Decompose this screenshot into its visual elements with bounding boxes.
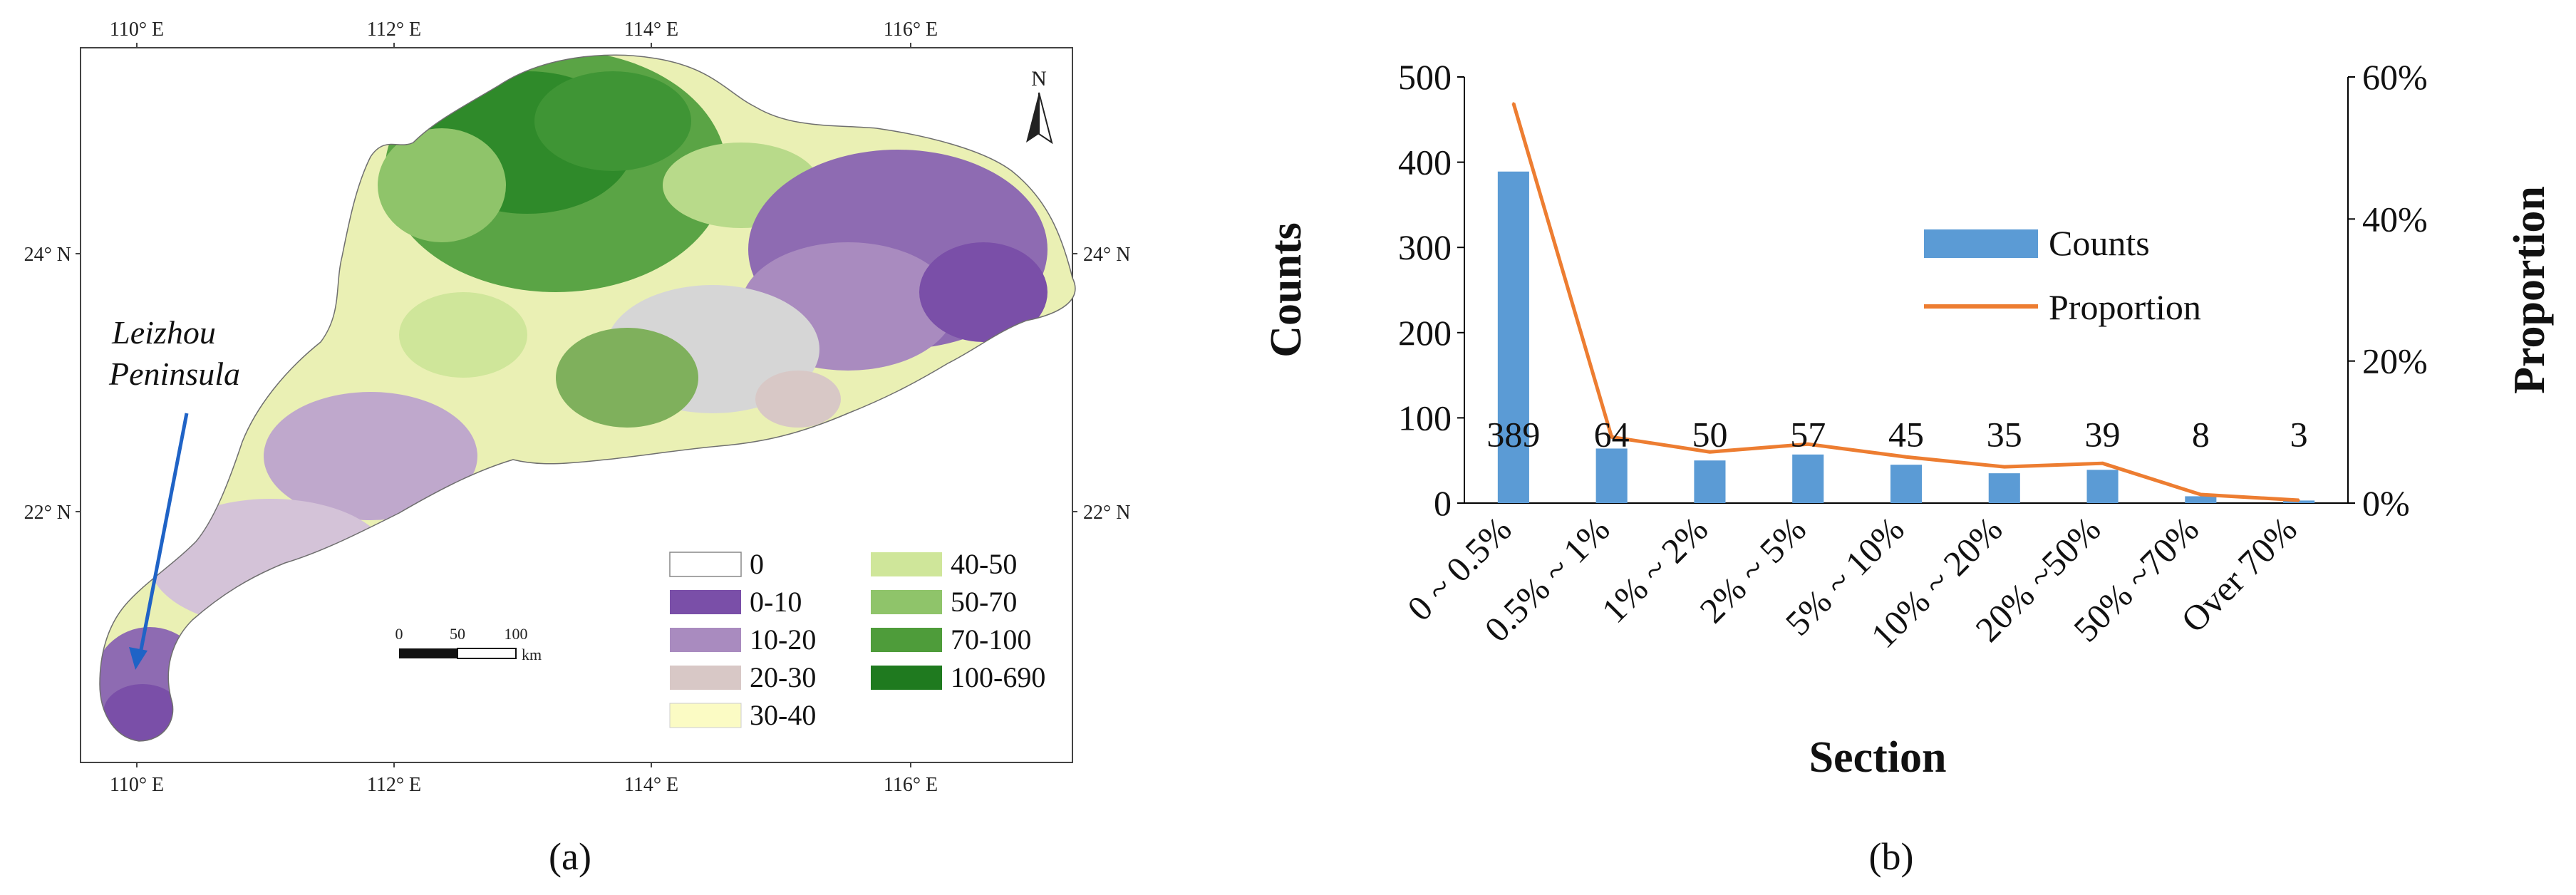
legend-swatch <box>670 666 741 690</box>
map-panel: 110° E 112° E 114° E 116° E 110° E 112° … <box>24 19 1131 878</box>
legend-swatch <box>871 552 942 576</box>
line-point <box>2101 462 2104 465</box>
right-lat-tick: 24° N <box>1083 244 1130 266</box>
x-axis-title: Section <box>1809 733 1947 782</box>
legend-label: 0 <box>750 548 764 580</box>
annotation-arrow <box>138 413 189 658</box>
scale-tick: 0 <box>395 625 403 643</box>
annotation-line-2: Peninsula <box>108 356 240 392</box>
data-label: 35 <box>1987 414 2022 454</box>
legend-label-proportion: Proportion <box>2049 287 2201 327</box>
y-tick-label: 200 <box>1398 313 1452 353</box>
y2-tick-label: 60% <box>2362 57 2428 97</box>
top-lon-tick: 112° E <box>367 19 421 41</box>
bottom-lon-tick: 112° E <box>367 774 421 796</box>
bar <box>1497 171 1529 504</box>
x-tick-label: 1% ~ 2% <box>1594 509 1716 631</box>
north-arrow: N <box>1026 67 1053 145</box>
bottom-lon-tick: 114° E <box>624 774 678 796</box>
panel-a-label: (a) <box>549 835 591 878</box>
line-point <box>2003 465 2006 468</box>
y2-tick-label: 20% <box>2362 341 2428 381</box>
legend-label: 40-50 <box>951 548 1017 580</box>
y2-tick-label: 40% <box>2362 199 2428 239</box>
bar <box>1988 473 2020 503</box>
north-arrow-icon <box>1026 93 1039 143</box>
legend-swatch <box>670 628 741 652</box>
legend-label: 70-100 <box>951 624 1031 656</box>
bar <box>2283 500 2315 503</box>
bottom-lon-tick: 110° E <box>110 774 164 796</box>
legend-label: 30-40 <box>750 699 816 731</box>
legend-swatch <box>669 552 742 577</box>
y-tick-label: 100 <box>1398 398 1452 438</box>
legend-label: 10-20 <box>750 624 816 656</box>
leizhou-annotation: Leizhou Peninsula <box>108 314 240 670</box>
scale-tick: 50 <box>450 625 465 643</box>
bar <box>1792 454 1824 503</box>
legend-label: 50-70 <box>951 586 1017 618</box>
data-label: 8 <box>2192 414 2210 454</box>
data-label: 45 <box>1888 414 1924 454</box>
y-tick-label: 500 <box>1398 57 1452 97</box>
line-point <box>1610 435 1613 438</box>
bar <box>1595 448 1628 503</box>
line-point <box>2297 499 2300 502</box>
line-point <box>1806 443 1809 445</box>
bar <box>2185 496 2217 503</box>
left-lat-tick: 22° N <box>24 502 71 524</box>
scale-tick: 100 <box>505 625 528 643</box>
y-tick-label: 0 <box>1434 483 1452 523</box>
legend-label: 20-30 <box>750 661 816 693</box>
north-label: N <box>1031 67 1047 90</box>
panel-b-label: (b) <box>1869 835 1914 878</box>
bottom-lon-tick: 116° E <box>884 774 938 796</box>
legend-label-counts: Counts <box>2049 223 2150 263</box>
legend-label: 0-10 <box>750 586 802 618</box>
bar <box>2086 470 2119 503</box>
legend-label: 100-690 <box>951 661 1045 693</box>
data-label: 57 <box>1790 414 1826 454</box>
bar <box>1694 460 1726 503</box>
y-tick-label: 400 <box>1398 143 1452 182</box>
line-point <box>2199 493 2202 496</box>
data-label: 64 <box>1594 414 1630 454</box>
bar-line-chart: (b) 0 100 200 300 400 500 0% 20% 40% 60% 389 64 50 57… <box>1262 57 2554 878</box>
scale-bar: 0 50 100 km <box>395 625 542 663</box>
y-axis-title: Counts <box>1262 222 1310 358</box>
left-lat-tick: 24° N <box>24 244 71 266</box>
line-point <box>1512 102 1515 105</box>
y2-axis-title: Proportion <box>2505 186 2554 394</box>
annotation-line-1: Leizhou <box>111 314 216 351</box>
legend-swatch <box>871 666 942 690</box>
line-point <box>1708 450 1711 453</box>
province-outline <box>99 54 1076 742</box>
map-tick-marks <box>76 43 1077 767</box>
right-lat-tick: 22° N <box>1083 502 1130 524</box>
top-lon-tick: 114° E <box>624 19 678 41</box>
arrow-head-icon <box>129 647 148 670</box>
line-point <box>1905 455 1908 458</box>
bar <box>1890 465 1923 503</box>
y-tick-label: 300 <box>1398 227 1452 267</box>
map-legend: 0 0-10 10-20 20-30 30-40 40-50 50-70 70-… <box>669 548 1045 731</box>
y2-tick-label: 0% <box>2362 483 2410 523</box>
data-label: 39 <box>2085 414 2121 454</box>
data-label: 50 <box>1692 414 1727 454</box>
scale-unit: km <box>522 646 542 663</box>
data-label: 3 <box>2290 414 2308 454</box>
top-lon-tick: 116° E <box>884 19 938 41</box>
legend-swatch <box>871 628 942 652</box>
data-label: 389 <box>1486 414 1540 454</box>
legend-swatch <box>669 703 742 728</box>
top-lon-tick: 110° E <box>110 19 164 41</box>
legend-swatch <box>871 590 942 614</box>
legend-swatch-counts <box>1924 229 2038 258</box>
legend-swatch <box>670 590 741 614</box>
